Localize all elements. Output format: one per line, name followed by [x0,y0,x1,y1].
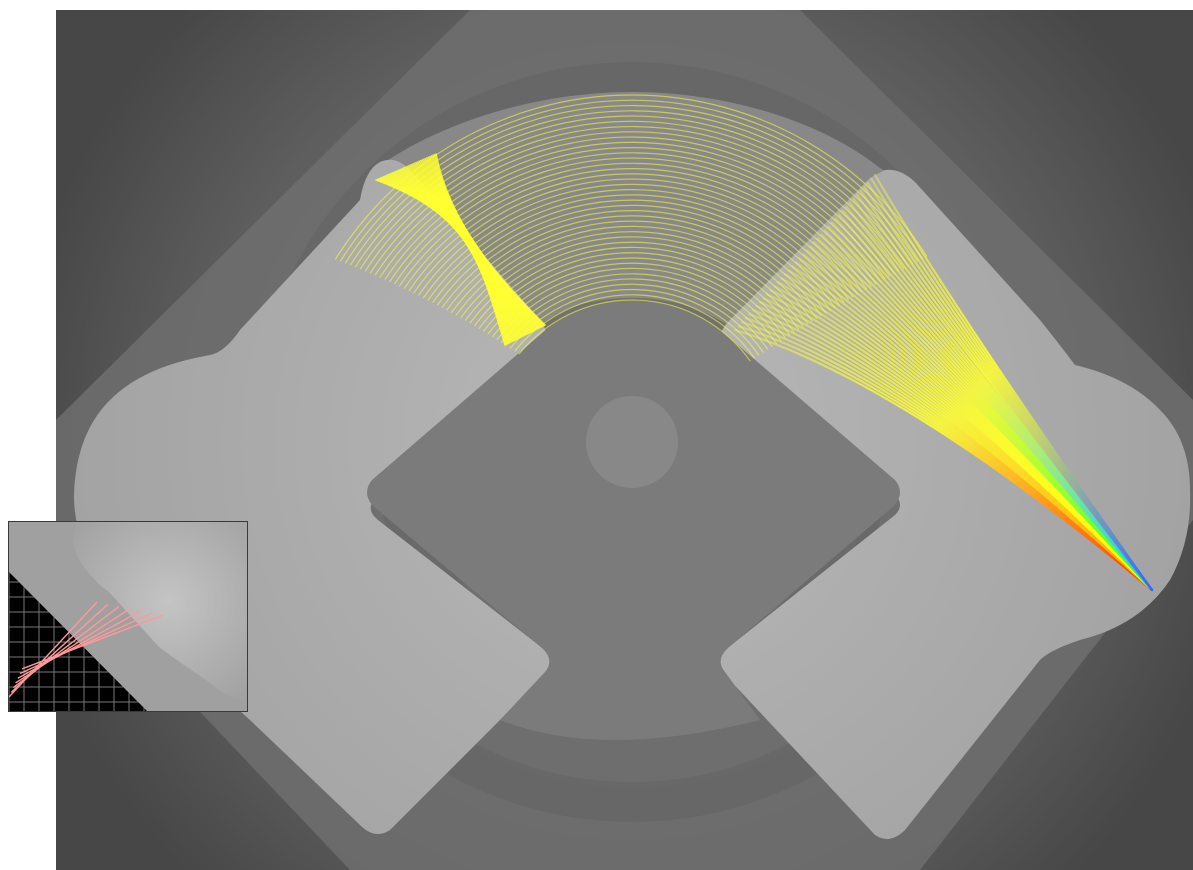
arc-ray [474,246,795,333]
arc-ray [483,257,786,339]
inset-ray [21,614,164,670]
arc-ray [441,210,827,314]
arc-ray [451,220,818,320]
detail-inset-view[interactable] [8,521,248,712]
inset-lens-surface [73,522,247,702]
central-core [367,300,900,740]
dispersed-ray-bundle [733,173,1154,592]
arc-ray [464,236,804,328]
core-center-disc [586,396,678,488]
arc-ray [469,241,800,331]
arc-ray [460,231,809,325]
arc-ray [492,267,778,345]
inset-ray [12,605,120,689]
arc-ray [446,215,822,317]
inset-ray [17,610,142,679]
arc-ray [496,273,773,347]
arc-ray [437,204,831,311]
arc-ray [505,283,764,353]
arc-ray [487,262,782,342]
inset-ray [15,608,131,684]
left-ray-bundle [375,153,546,346]
arc-ray [455,225,813,322]
arc-ray [518,299,751,362]
right-lens-element [720,169,1191,839]
arc-ray [501,278,769,350]
inset-ray-bundle [9,601,164,698]
arc-ray [478,252,791,336]
inset-ray [19,612,153,675]
left-margin [0,0,56,870]
dispersed-ray [873,173,1154,592]
left-ray [435,153,546,326]
